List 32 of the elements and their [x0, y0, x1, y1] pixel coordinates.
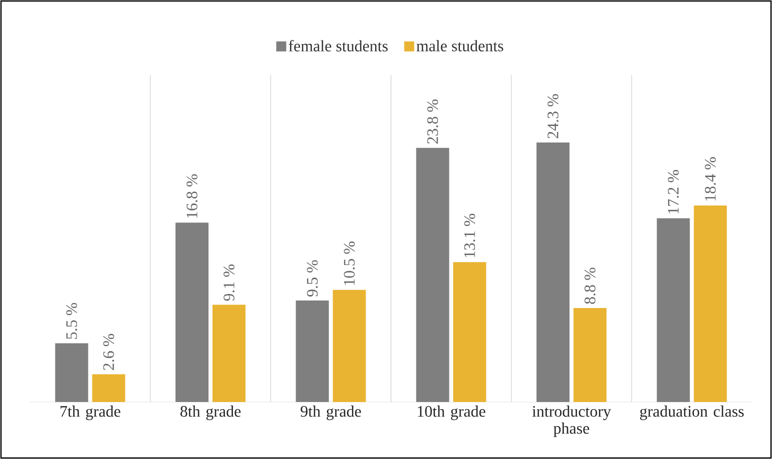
data-label: 8.8 % — [584, 268, 596, 304]
data-label: 13.1 % — [464, 214, 476, 258]
data-label: 2.6 % — [103, 334, 114, 370]
legend-label: male students — [416, 40, 504, 52]
bar — [212, 304, 246, 402]
data-label: 17.2 % — [668, 170, 679, 214]
legend-label: female students — [288, 40, 388, 52]
bar — [536, 142, 570, 402]
bar — [296, 300, 329, 402]
data-label: 24.3 % — [548, 94, 558, 138]
x-tick-label: 10th grade — [418, 406, 486, 420]
bar — [92, 374, 126, 402]
data-label: 23.8 % — [427, 100, 438, 144]
x-tick-label: introductory phase — [532, 406, 611, 438]
bar — [453, 262, 486, 402]
data-label: 9.1 % — [224, 264, 234, 301]
data-label: 18.4 % — [704, 157, 716, 201]
bar — [694, 205, 727, 402]
data-label: 5.5 % — [66, 302, 78, 339]
bar — [574, 308, 606, 402]
bar — [55, 343, 88, 402]
data-label: 10.5 % — [344, 242, 355, 285]
bar — [176, 222, 208, 402]
x-tick-label: graduation class — [640, 406, 744, 420]
bar — [656, 218, 690, 402]
x-tick-label: 9th grade — [300, 406, 361, 420]
x-tick-label: 8th grade — [180, 406, 241, 420]
bar — [416, 148, 450, 402]
x-tick-label: 7th grade — [60, 406, 120, 420]
data-label: 16.8 % — [186, 174, 198, 218]
bar — [332, 290, 366, 402]
data-label: 9.5 % — [306, 260, 318, 296]
